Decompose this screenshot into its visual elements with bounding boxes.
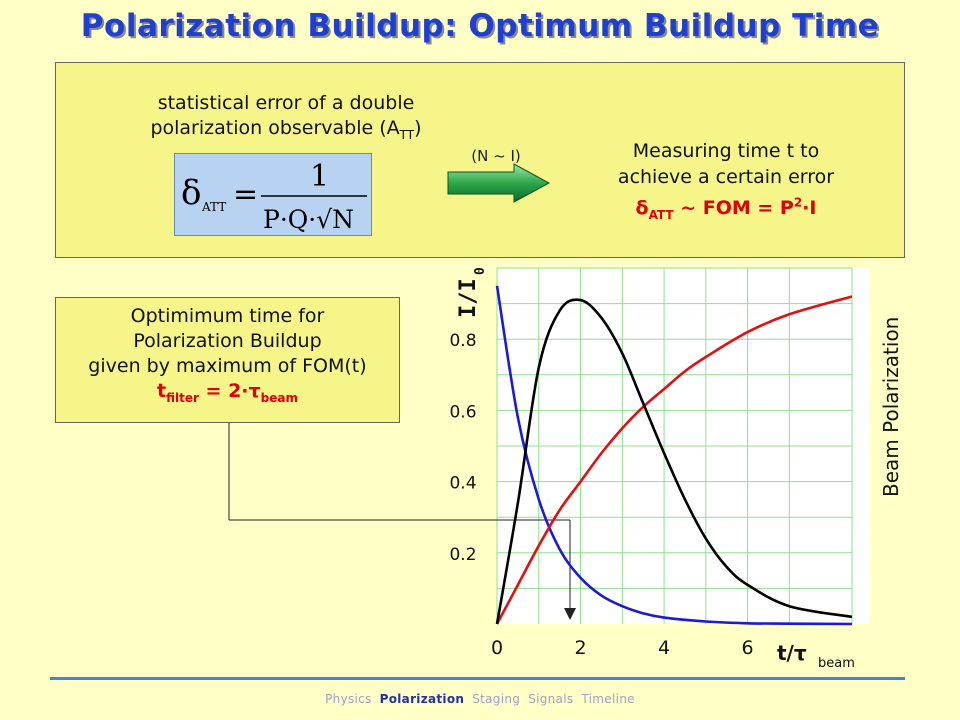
opt-beam-sub: beam: [260, 390, 298, 405]
opt-filter-sub: filter: [166, 390, 199, 405]
formula-numerator: 1: [310, 159, 329, 194]
footer-nav-item-polarization[interactable]: Polarization: [379, 692, 465, 706]
optimum-line3: given by maximum of FOM(t): [88, 355, 367, 377]
error-label: statistical error of a double polarizati…: [116, 91, 456, 148]
x-tick-label: 0: [491, 637, 503, 659]
opt-expression: = 2·τ: [198, 380, 261, 402]
series-line-1: [495, 295, 853, 625]
measure-line2: achieve a certain error: [617, 166, 835, 188]
formula-equals: =: [233, 177, 258, 212]
footer-nav-item-physics[interactable]: Physics: [325, 692, 372, 706]
opt-t: t: [157, 380, 167, 402]
optimum-box: Optimimum time for Polarization Buildup …: [55, 297, 400, 423]
fom-exponent: 2: [793, 196, 803, 210]
x-axis-label: t/τ: [777, 641, 807, 665]
formula-delta-sub: ATT: [201, 200, 226, 214]
y-axis-label-left: I/I: [456, 278, 481, 318]
fom-delta: δ: [635, 197, 649, 220]
series-line-2: [495, 298, 853, 625]
chart-ticks: 0 2 4 6 0.2 0.4 0.6 0.8: [449, 331, 753, 659]
fom-expression: ~ FOM = P: [673, 197, 794, 220]
x-tick-label: 4: [658, 637, 670, 659]
optimum-line1: Optimimum time for: [130, 305, 325, 327]
chart-curves: [495, 285, 853, 626]
series-line-0: [495, 285, 853, 626]
fom-formula: δATT ~ FOM = P2·I: [635, 196, 817, 223]
footer-nav: Physics Polarization Staging Signals Timelin…: [0, 692, 960, 706]
x-tick-label: 2: [574, 637, 586, 659]
y-tick-label: 0.4: [449, 474, 476, 494]
formula-denominator: P·Q·√N: [263, 205, 354, 234]
y-tick-label: 0.2: [449, 545, 476, 565]
formula-delta: δ: [181, 173, 201, 213]
optimum-arrow-icon: [564, 608, 576, 620]
error-label-tail: ): [414, 117, 422, 139]
measure-text: Measuring time t to achieve a certain er…: [581, 138, 871, 228]
error-label-sub: TT: [399, 127, 415, 142]
optimum-formula: tfilter = 2·τbeam: [157, 380, 298, 405]
footer-nav-item-staging[interactable]: Staging: [472, 692, 521, 706]
error-label-line2: polarization observable (A: [150, 117, 400, 139]
arrow-right-icon: [447, 163, 551, 203]
error-box: statistical error of a double polarizati…: [55, 62, 905, 258]
optimum-line2: Polarization Buildup: [133, 330, 322, 352]
footer-divider: [50, 677, 905, 680]
y-axis-label-right: Beam Polarization: [879, 317, 903, 497]
arrow-label: (N ~ I): [471, 147, 521, 165]
y-axis-label-left-sub: 0: [473, 267, 488, 275]
error-label-line1: statistical error of a double: [157, 92, 415, 114]
fom-delta-sub: ATT: [648, 208, 674, 223]
chart-grid: [496, 267, 853, 624]
y-tick-label: 0.6: [449, 402, 476, 422]
error-formula: δ ATT = 1 P·Q·√N: [174, 153, 372, 236]
y-tick-label: 0.8: [449, 331, 476, 351]
footer-nav-item-signals[interactable]: Signals: [528, 692, 574, 706]
footer-nav-item-timeline[interactable]: Timeline: [581, 692, 635, 706]
fom-intensity: ·I: [802, 197, 817, 220]
x-axis-label-sub: beam: [818, 656, 855, 671]
measure-line1: Measuring time t to: [632, 140, 820, 162]
x-tick-label: 6: [742, 637, 754, 659]
slide-title: Polarization Buildup: Optimum Buildup Ti…: [80, 8, 880, 44]
